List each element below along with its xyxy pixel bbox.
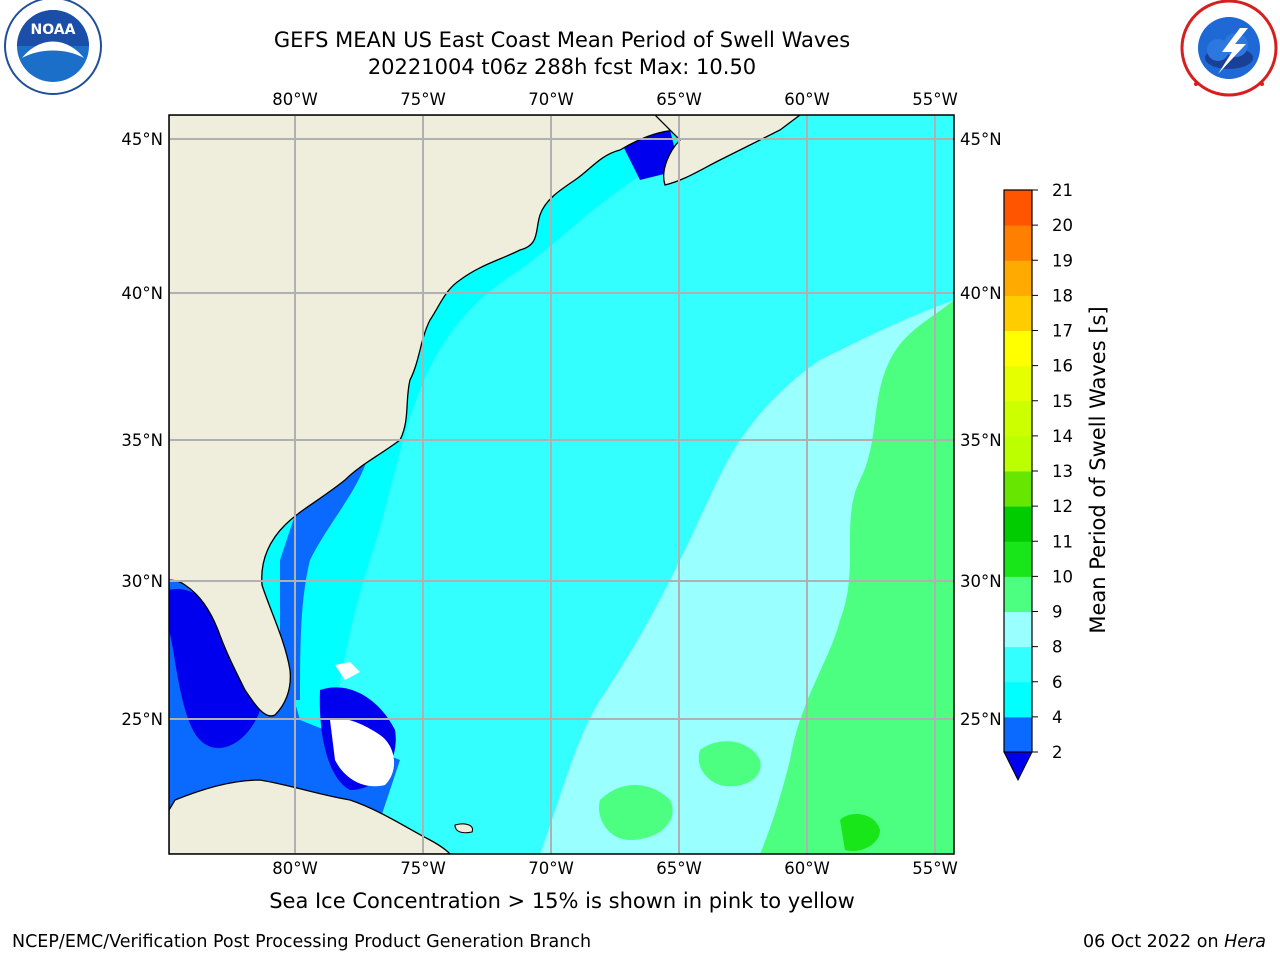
colorbar-tick-label: 2 xyxy=(1052,743,1063,762)
colorbar-tick-label: 15 xyxy=(1052,392,1073,411)
lat-label-right: 30°N xyxy=(960,572,1002,591)
lon-label-bottom: 75°W xyxy=(400,859,446,878)
colorbar-segment xyxy=(1004,576,1032,612)
colorbar-tick-label: 16 xyxy=(1052,357,1073,376)
colorbar-segment xyxy=(1004,716,1032,753)
colorbar-segment xyxy=(1004,260,1032,296)
colorbar-segment xyxy=(1004,330,1032,367)
colorbar-segment xyxy=(1004,611,1032,648)
colorbar-tick-label: 19 xyxy=(1052,251,1073,270)
colorbar-label: Mean Period of Swell Waves [s] xyxy=(1086,306,1110,633)
graticule xyxy=(169,115,954,854)
noaa-logo-text: NOAA xyxy=(31,22,76,38)
colorbar-tick-label: 17 xyxy=(1052,322,1073,341)
lat-label-left: 35°N xyxy=(121,431,163,450)
lon-label-top: 70°W xyxy=(528,90,574,109)
colorbar-segment xyxy=(1004,225,1032,261)
colorbar-tick-label: 13 xyxy=(1052,462,1073,481)
colorbar-tick-label: 8 xyxy=(1052,638,1063,657)
lon-label-bottom: 55°W xyxy=(912,859,958,878)
lon-label-top: 55°W xyxy=(912,90,958,109)
lat-label-right: 25°N xyxy=(960,710,1002,729)
map-frame xyxy=(168,114,955,855)
colorbar-tick-label: 10 xyxy=(1052,567,1073,586)
lon-label-top: 75°W xyxy=(400,90,446,109)
footer-credit: NCEP/EMC/Verification Post Processing Pr… xyxy=(12,932,592,952)
colorbar-segment xyxy=(1004,471,1032,507)
colorbar-tick-label: 9 xyxy=(1052,603,1063,622)
colorbar-segment xyxy=(1004,295,1032,331)
lat-label-left: 25°N xyxy=(121,710,163,729)
chart-title: GEFS MEAN US East Coast Mean Period of S… xyxy=(273,28,851,52)
colorbar-under-triangle xyxy=(1003,751,1033,782)
lon-label-top: 65°W xyxy=(656,90,702,109)
colorbar-segment xyxy=(1004,435,1032,472)
colorbar-segment xyxy=(1004,506,1032,542)
chart-subtitle: 20221004 t06z 288h fcst Max: 10.50 xyxy=(367,55,757,79)
colorbar-tick-label: 4 xyxy=(1052,708,1063,727)
colorbar-segment xyxy=(1004,365,1032,402)
lon-label-bottom: 80°W xyxy=(272,859,318,878)
footer-date: 06 Oct 2022 on Hera xyxy=(1083,932,1266,952)
lon-label-bottom: 60°W xyxy=(784,859,830,878)
colorbar: 2 4 6 8 9 10 11 12 13 14 15 16 17 18 19 20 21 xyxy=(1003,181,1073,782)
footer-date-text: 06 Oct 2022 on xyxy=(1083,932,1219,952)
lat-label-left: 45°N xyxy=(121,130,163,149)
colorbar-segment xyxy=(1004,646,1032,683)
colorbar-tick-label: 20 xyxy=(1052,216,1073,235)
lon-label-bottom: 70°W xyxy=(528,859,574,878)
colorbar-segment xyxy=(1004,681,1032,718)
lat-label-left: 40°N xyxy=(121,284,163,303)
colorbar-segment xyxy=(1004,190,1032,226)
lat-label-right: 40°N xyxy=(960,284,1002,303)
colorbar-tick-label: 21 xyxy=(1052,181,1073,200)
colorbar-segment xyxy=(1004,541,1032,577)
lon-label-top: 60°W xyxy=(784,90,830,109)
colorbar-tick-label: 18 xyxy=(1052,286,1073,305)
colorbar-tick-label: 12 xyxy=(1052,497,1073,516)
colorbar-tick-label: 6 xyxy=(1052,673,1063,692)
colorbar-tick-label: 11 xyxy=(1052,532,1073,551)
noaa-logo: NOAA xyxy=(4,0,102,95)
land-areas xyxy=(169,115,802,854)
sea-ice-caption: Sea Ice Concentration > 15% is shown in … xyxy=(269,889,855,913)
lon-label-bottom: 65°W xyxy=(656,859,702,878)
national-weather-service-logo xyxy=(1180,0,1278,97)
lat-label-left: 30°N xyxy=(121,572,163,591)
lat-label-right: 35°N xyxy=(960,431,1002,450)
lat-label-right: 45°N xyxy=(960,130,1002,149)
colorbar-segment xyxy=(1004,400,1032,437)
lon-label-top: 80°W xyxy=(272,90,318,109)
footer-host: Hera xyxy=(1224,932,1266,952)
colorbar-tick-label: 14 xyxy=(1052,427,1073,446)
